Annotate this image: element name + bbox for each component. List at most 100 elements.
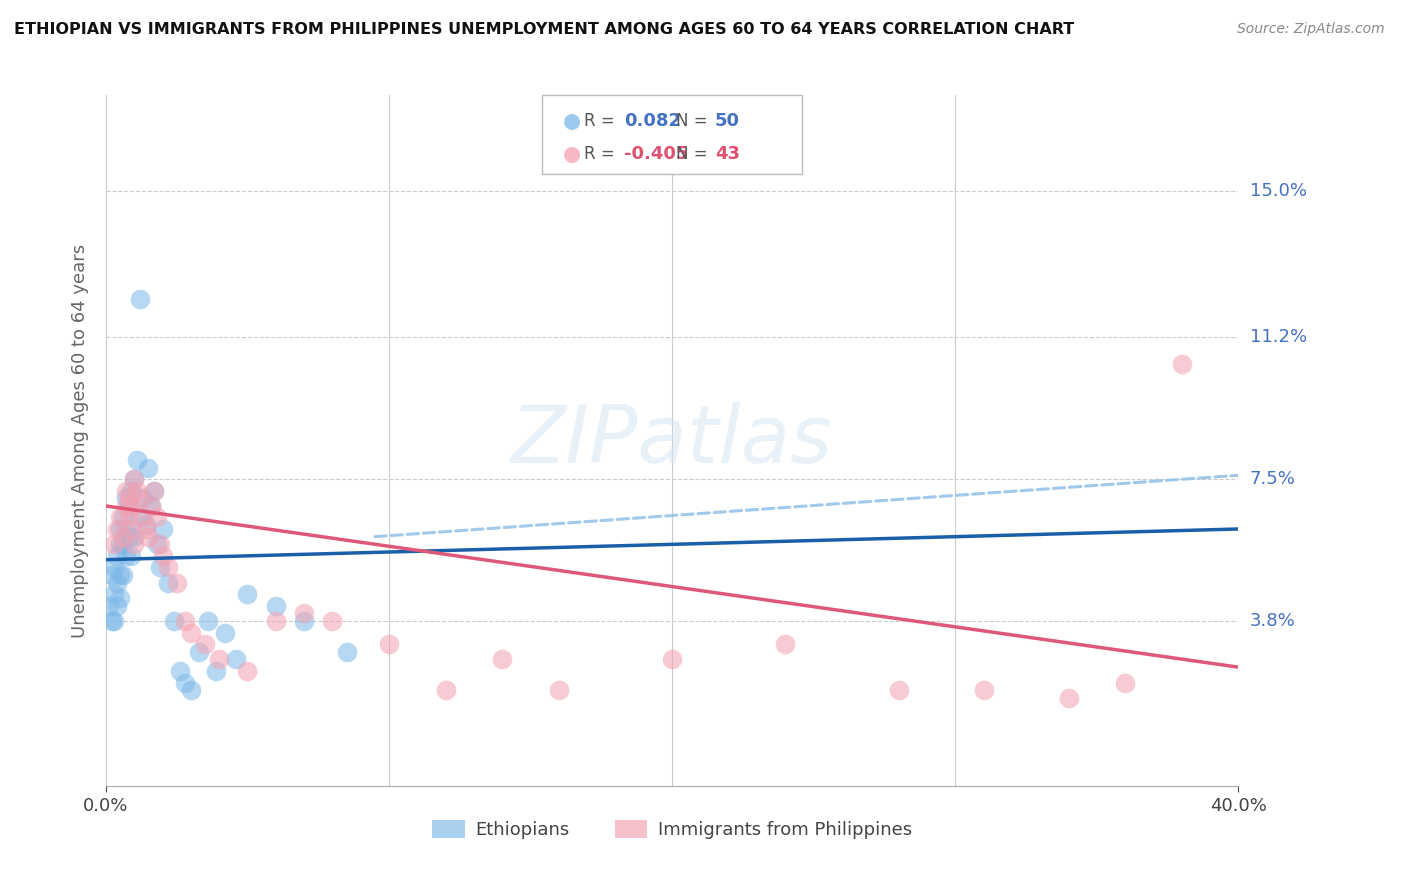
Text: N =: N =	[676, 145, 713, 163]
Point	[157, 560, 180, 574]
Point	[141, 499, 163, 513]
Text: N =: N =	[676, 112, 713, 129]
Point	[548, 683, 571, 698]
Point	[122, 537, 145, 551]
Point	[111, 568, 134, 582]
Point	[208, 652, 231, 666]
Point	[120, 483, 142, 498]
Point	[180, 625, 202, 640]
Point	[122, 472, 145, 486]
Point	[114, 549, 136, 563]
Point	[111, 510, 134, 524]
Point	[149, 537, 172, 551]
Text: R =: R =	[585, 145, 620, 163]
Point	[491, 652, 513, 666]
Legend: Ethiopians, Immigrants from Philippines: Ethiopians, Immigrants from Philippines	[425, 813, 920, 847]
Point	[169, 664, 191, 678]
Point	[114, 491, 136, 506]
Point	[321, 614, 343, 628]
Point	[117, 510, 139, 524]
Point	[197, 614, 219, 628]
Point	[103, 614, 125, 628]
Point	[120, 522, 142, 536]
Point	[143, 483, 166, 498]
Point	[122, 472, 145, 486]
Text: R =: R =	[585, 112, 620, 129]
Text: 11.2%: 11.2%	[1250, 328, 1306, 346]
Point	[114, 483, 136, 498]
Point	[174, 675, 197, 690]
Point	[292, 614, 315, 628]
Point	[1114, 675, 1136, 690]
Point	[114, 499, 136, 513]
Point	[111, 530, 134, 544]
Point	[973, 683, 995, 698]
Point	[146, 537, 169, 551]
Point	[138, 530, 160, 544]
Point	[103, 560, 125, 574]
Point	[125, 483, 148, 498]
Point	[152, 549, 174, 563]
Point	[236, 587, 259, 601]
Point	[135, 522, 157, 536]
Point	[434, 683, 457, 698]
Point	[111, 537, 134, 551]
Point	[157, 575, 180, 590]
Point	[128, 292, 150, 306]
Point	[141, 499, 163, 513]
Point	[174, 614, 197, 628]
Point	[264, 599, 287, 613]
Point	[108, 591, 131, 605]
Point	[132, 510, 155, 524]
Point	[225, 652, 247, 666]
Point	[292, 607, 315, 621]
Point	[378, 637, 401, 651]
Text: ZIPatlas: ZIPatlas	[512, 401, 834, 480]
Text: 15.0%: 15.0%	[1250, 182, 1306, 200]
Point	[180, 683, 202, 698]
Point	[105, 575, 128, 590]
Point	[122, 530, 145, 544]
Point	[117, 499, 139, 513]
Y-axis label: Unemployment Among Ages 60 to 64 years: Unemployment Among Ages 60 to 64 years	[72, 244, 89, 638]
Point	[214, 625, 236, 640]
Point	[120, 549, 142, 563]
Point	[661, 652, 683, 666]
Text: 0.082: 0.082	[624, 112, 681, 129]
Point	[120, 499, 142, 513]
Text: 43: 43	[716, 145, 740, 163]
Point	[205, 664, 228, 678]
Point	[117, 530, 139, 544]
Text: 50: 50	[716, 112, 740, 129]
Point	[105, 599, 128, 613]
Text: ●: ●	[564, 111, 582, 130]
Point	[1057, 690, 1080, 705]
Point	[152, 522, 174, 536]
Point	[163, 614, 186, 628]
Point	[1171, 357, 1194, 371]
Text: -0.405: -0.405	[624, 145, 688, 163]
Point	[114, 522, 136, 536]
Text: ETHIOPIAN VS IMMIGRANTS FROM PHILIPPINES UNEMPLOYMENT AMONG AGES 60 TO 64 YEARS : ETHIOPIAN VS IMMIGRANTS FROM PHILIPPINES…	[14, 22, 1074, 37]
Point	[236, 664, 259, 678]
Point	[135, 518, 157, 533]
Point	[103, 587, 125, 601]
Point	[108, 522, 131, 536]
Point	[103, 537, 125, 551]
Point	[194, 637, 217, 651]
Point	[138, 460, 160, 475]
Point	[97, 599, 120, 613]
Point	[125, 453, 148, 467]
Point	[132, 491, 155, 506]
Point	[128, 491, 150, 506]
Text: Source: ZipAtlas.com: Source: ZipAtlas.com	[1237, 22, 1385, 37]
Point	[100, 568, 122, 582]
Point	[108, 568, 131, 582]
Point	[128, 510, 150, 524]
Point	[188, 645, 211, 659]
Point	[117, 491, 139, 506]
Point	[775, 637, 797, 651]
Point	[105, 522, 128, 536]
Point	[335, 645, 357, 659]
Point	[143, 483, 166, 498]
